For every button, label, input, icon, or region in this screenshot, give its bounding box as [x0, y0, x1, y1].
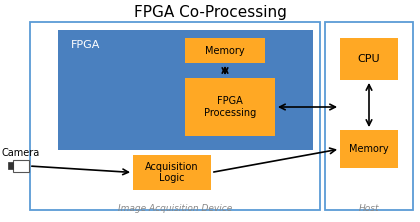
Bar [325, 22, 413, 210]
Text: Image Acquisition Device: Image Acquisition Device [118, 204, 232, 212]
Text: Camera: Camera [2, 148, 40, 158]
Bar [340, 130, 398, 168]
Text: FPGA Co-Processing: FPGA Co-Processing [134, 6, 286, 20]
Text: FPGA: FPGA [71, 40, 101, 50]
Bar [340, 38, 398, 80]
Text: Memory: Memory [349, 144, 389, 154]
Bar [58, 30, 313, 150]
Bar [30, 22, 320, 210]
Text: FPGA
Processing: FPGA Processing [204, 96, 256, 118]
Bar [13, 160, 29, 172]
Text: Acquisition
Logic: Acquisition Logic [145, 162, 199, 183]
Bar [185, 38, 265, 63]
Text: CPU: CPU [358, 54, 381, 64]
Bar [133, 155, 211, 190]
Bar [185, 78, 275, 136]
Text: Memory: Memory [205, 46, 245, 56]
Bar [8, 162, 13, 169]
Text: Host: Host [359, 204, 379, 212]
